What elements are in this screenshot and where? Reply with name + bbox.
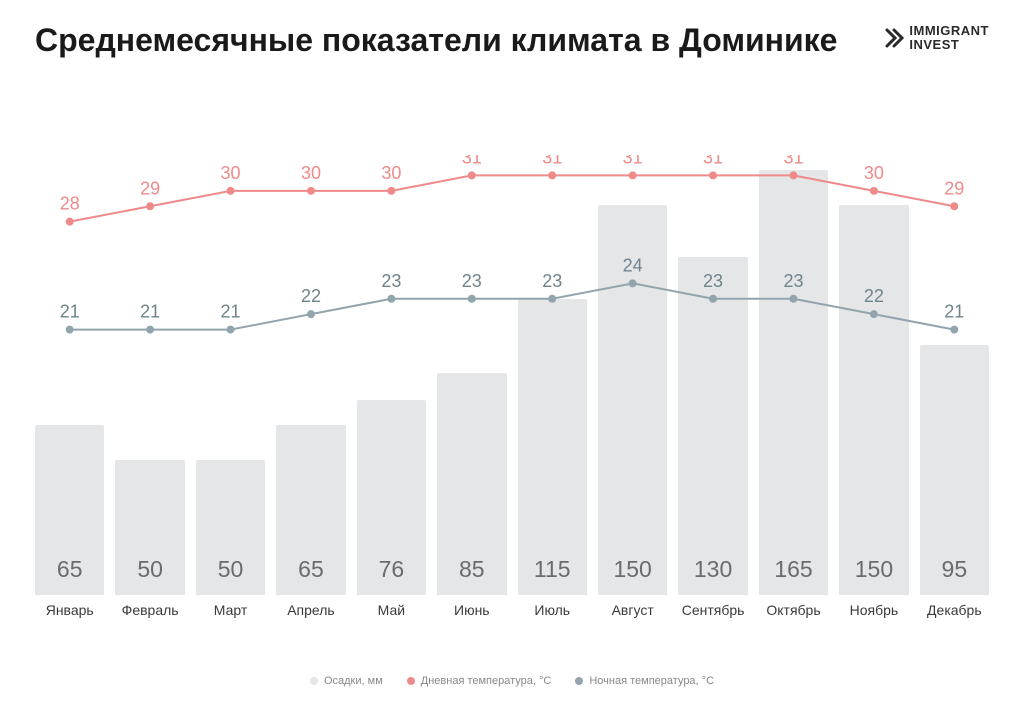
precipitation-value: 76	[379, 556, 405, 583]
logo-text: IMMIGRANT INVEST	[909, 24, 989, 51]
precipitation-value: 50	[218, 556, 244, 583]
chart-title: Среднемесячные показатели климата в Доми…	[35, 20, 837, 60]
precipitation-value: 150	[613, 556, 651, 583]
legend-label: Ночная температура, °С	[589, 675, 714, 687]
month-label: Ноябрь	[839, 602, 908, 618]
header: Среднемесячные показатели климата в Доми…	[35, 20, 989, 60]
month-label: Июнь	[437, 602, 506, 618]
precipitation-value: 65	[57, 556, 83, 583]
precipitation-bar: 85	[437, 373, 506, 595]
month-label: Октябрь	[759, 602, 828, 618]
precipitation-bar: 150	[598, 205, 667, 595]
legend-swatch	[575, 677, 583, 685]
precipitation-value: 130	[694, 556, 732, 583]
logo: IMMIGRANT INVEST	[885, 24, 989, 51]
legend-item: Ночная температура, °С	[575, 675, 714, 687]
legend-label: Осадки, мм	[324, 675, 383, 687]
precipitation-value: 165	[774, 556, 812, 583]
precipitation-bar: 76	[357, 400, 426, 595]
month-label: Сентябрь	[678, 602, 747, 618]
precipitation-bar: 50	[115, 460, 184, 595]
precipitation-bar: 95	[920, 345, 989, 595]
month-label: Март	[196, 602, 265, 618]
precipitation-value: 150	[855, 556, 893, 583]
month-label: Февраль	[115, 602, 184, 618]
legend-item: Дневная температура, °С	[407, 675, 552, 687]
precipitation-bar: 65	[35, 425, 104, 595]
precipitation-value: 95	[942, 556, 968, 583]
precipitation-value: 65	[298, 556, 324, 583]
month-label: Январь	[35, 602, 104, 618]
precipitation-value: 85	[459, 556, 485, 583]
chart-area: 65505065768511515013016515095 2829303030…	[35, 155, 989, 595]
month-label: Август	[598, 602, 667, 618]
month-label: Май	[357, 602, 426, 618]
x-axis-labels: Январь Февраль Март Апрель Май Июнь Июль Август…	[35, 602, 989, 618]
precipitation-bar: 150	[839, 205, 908, 595]
precipitation-bar: 115	[518, 299, 587, 595]
legend: Осадки, мм Дневная температура, °С Ночная …	[0, 675, 1024, 687]
legend-label: Дневная температура, °С	[421, 675, 552, 687]
precipitation-bar: 50	[196, 460, 265, 595]
legend-swatch	[407, 677, 415, 685]
logo-icon	[885, 26, 905, 50]
precipitation-bar: 65	[276, 425, 345, 595]
precipitation-value: 115	[534, 556, 571, 583]
legend-swatch	[310, 677, 318, 685]
bars-container: 65 50 50 65 76 85 115 150 130 165 150 95	[35, 155, 989, 595]
month-label: Апрель	[276, 602, 345, 618]
precipitation-value: 50	[137, 556, 163, 583]
precipitation-bar: 165	[759, 170, 828, 595]
legend-item: Осадки, мм	[310, 675, 383, 687]
month-label: Июль	[518, 602, 587, 618]
precipitation-bar: 130	[678, 257, 747, 595]
month-label: Декабрь	[920, 602, 989, 618]
